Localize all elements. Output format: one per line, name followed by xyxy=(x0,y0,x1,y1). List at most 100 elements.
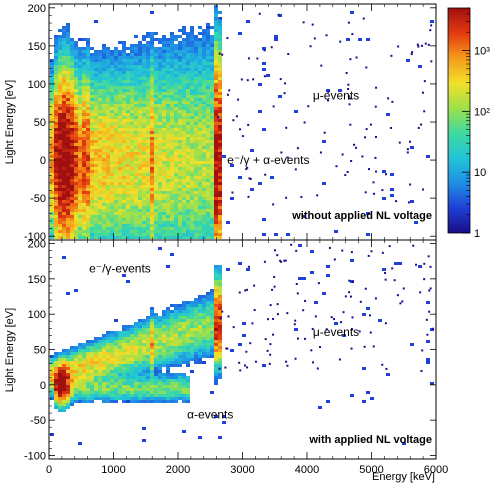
heat-cell xyxy=(130,164,134,167)
heat-cell xyxy=(110,197,114,200)
heat-cell xyxy=(154,203,158,206)
heat-cell xyxy=(202,227,206,230)
heat-cell xyxy=(138,325,142,328)
heat-cell xyxy=(194,77,198,80)
heat-cell xyxy=(134,170,138,173)
heat-cell xyxy=(58,203,62,206)
heat-cell xyxy=(78,116,82,119)
heat-cell xyxy=(166,358,170,361)
heat-cell xyxy=(130,349,134,352)
heat-cell xyxy=(50,176,54,179)
heat-cell xyxy=(178,161,182,164)
heat-cell xyxy=(402,442,406,445)
heat-cell xyxy=(158,247,162,250)
scatter-point xyxy=(361,155,364,158)
heat-cell xyxy=(102,158,106,161)
heat-cell xyxy=(182,101,186,104)
heat-cell xyxy=(110,137,114,140)
heat-cell xyxy=(138,334,142,337)
heat-cell xyxy=(118,122,122,125)
heat-cell xyxy=(62,68,66,71)
heat-cell xyxy=(102,125,106,128)
heat-cell xyxy=(166,95,170,98)
heat-cell xyxy=(430,328,434,331)
heat-cell xyxy=(74,158,78,161)
heat-cell xyxy=(50,233,54,236)
heat-cell xyxy=(166,355,170,358)
heat-cell xyxy=(238,176,242,179)
scatter-point xyxy=(424,42,427,45)
heat-cell xyxy=(102,119,106,122)
heat-cell xyxy=(214,379,218,382)
heat-cell xyxy=(70,227,74,230)
heat-cell xyxy=(62,188,66,191)
heat-cell xyxy=(118,50,122,53)
heat-cell xyxy=(214,268,218,271)
heat-cell xyxy=(58,98,62,101)
heat-cell xyxy=(66,95,70,98)
heat-cell xyxy=(218,38,222,41)
heat-cell xyxy=(94,140,98,143)
heat-cell xyxy=(158,104,162,107)
heat-cell xyxy=(102,83,106,86)
heat-cell xyxy=(122,146,126,149)
heat-cell xyxy=(166,155,170,158)
scatter-point xyxy=(294,168,297,171)
heat-cell xyxy=(90,382,94,385)
heat-cell xyxy=(218,304,222,307)
heat-cell xyxy=(98,176,102,179)
heat-cell xyxy=(90,167,94,170)
heat-cell xyxy=(66,113,70,116)
heat-cell xyxy=(86,391,90,394)
heat-cell xyxy=(134,98,138,101)
heat-cell xyxy=(146,71,150,74)
heat-cell xyxy=(126,65,130,68)
heat-cell xyxy=(86,38,90,41)
heat-cell xyxy=(198,101,202,104)
heat-cell xyxy=(158,400,162,403)
heat-cell xyxy=(426,301,430,304)
heat-cell xyxy=(66,367,70,370)
heat-cell xyxy=(138,41,142,44)
scatter-point xyxy=(354,146,357,149)
heat-cell xyxy=(162,233,166,236)
heat-cell xyxy=(166,74,170,77)
heat-cell xyxy=(150,152,154,155)
heat-cell xyxy=(206,355,210,358)
heat-cell xyxy=(118,388,122,391)
heat-cell xyxy=(82,98,86,101)
heat-cell xyxy=(218,68,222,71)
heat-cell xyxy=(66,382,70,385)
heat-cell xyxy=(146,113,150,116)
heat-cell xyxy=(146,400,150,403)
heat-cell xyxy=(130,56,134,59)
heat-cell xyxy=(202,170,206,173)
heat-cell xyxy=(214,32,218,35)
heat-cell xyxy=(198,191,202,194)
heat-cell xyxy=(118,107,122,110)
heat-cell xyxy=(86,197,90,200)
heat-cell xyxy=(214,44,218,47)
heat-cell xyxy=(170,164,174,167)
heat-cell xyxy=(74,391,78,394)
heat-cell xyxy=(142,337,146,340)
scatter-point xyxy=(269,343,272,346)
heat-cell xyxy=(138,355,142,358)
heat-cell xyxy=(206,47,210,50)
heat-cell xyxy=(74,62,78,65)
heat-cell xyxy=(98,71,102,74)
heat-cell xyxy=(194,334,198,337)
heat-cell xyxy=(198,86,202,89)
heat-cell xyxy=(50,367,54,370)
heat-cell xyxy=(126,152,130,155)
heat-cell xyxy=(106,83,110,86)
heat-cell xyxy=(122,161,126,164)
heat-cell xyxy=(202,122,206,125)
scatter-point xyxy=(286,156,289,159)
heat-cell xyxy=(114,152,118,155)
heat-cell xyxy=(62,101,66,104)
heat-cell xyxy=(122,158,126,161)
heat-cell xyxy=(206,119,210,122)
heat-cell xyxy=(98,113,102,116)
heat-cell xyxy=(182,197,186,200)
